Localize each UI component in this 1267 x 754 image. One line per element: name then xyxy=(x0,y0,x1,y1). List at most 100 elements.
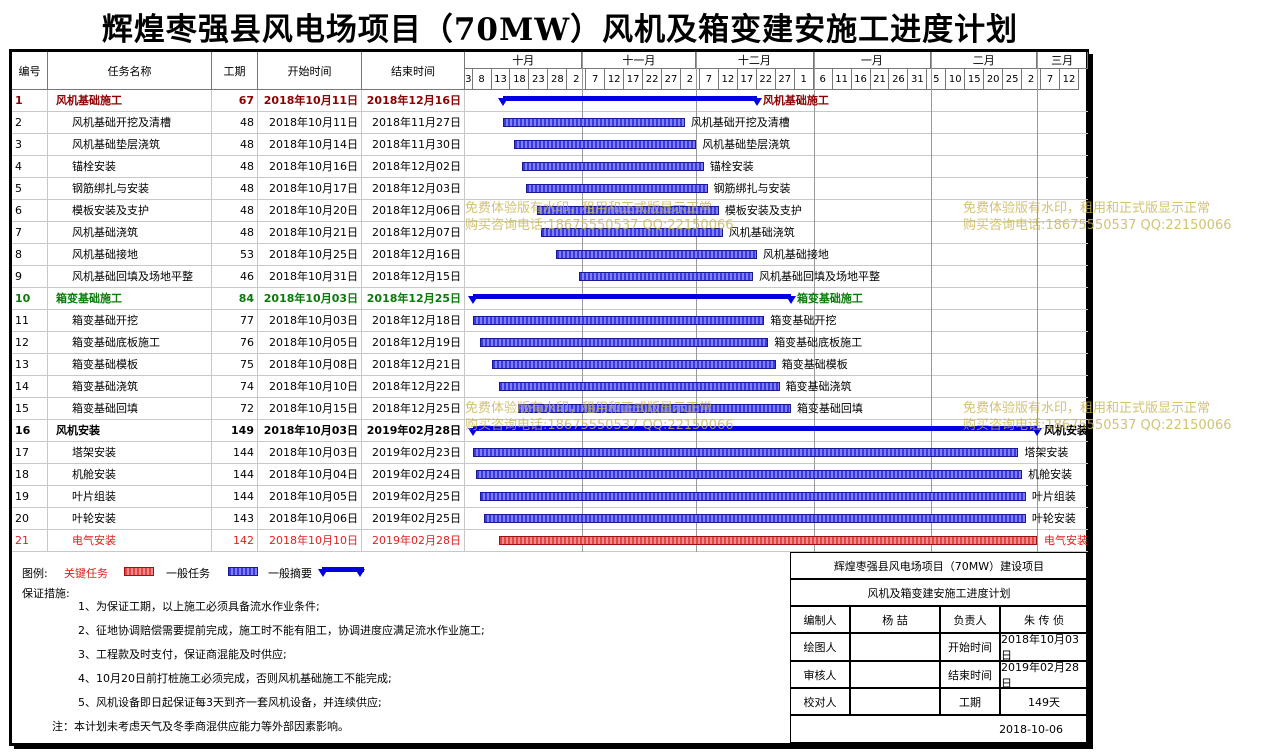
notes-heading: 保证措施: xyxy=(22,587,70,600)
task-bar[interactable] xyxy=(521,162,704,171)
bar-label: 风机基础施工 xyxy=(762,94,829,107)
table-row[interactable]: 3 风机基础垫层浇筑 48 2018年10月14日 2018年11月30日 xyxy=(12,134,1088,156)
cell-end: 2019年02月28日 xyxy=(362,420,465,441)
day-tick-9: 17 xyxy=(624,69,644,90)
summary-bar xyxy=(472,294,791,299)
cell-end: 2018年12月15日 xyxy=(362,266,465,287)
cell-id: 1 xyxy=(12,90,48,111)
table-row[interactable]: 15 箱变基础回填 72 2018年10月15日 2018年12月25日 xyxy=(12,398,1088,420)
cell-name: 风机基础接地 xyxy=(48,244,212,265)
cell-end: 2018年12月18日 xyxy=(362,310,465,331)
cell-duration: 67 xyxy=(212,90,258,111)
table-row[interactable]: 10 箱变基础施工 84 2018年10月03日 2018年12月25日 xyxy=(12,288,1088,310)
table-row[interactable]: 6 模板安装及支护 48 2018年10月20日 2018年12月06日 xyxy=(12,200,1088,222)
task-bar[interactable] xyxy=(483,514,1026,523)
day-tick-25: 5 xyxy=(927,69,947,90)
table-row[interactable]: 13 箱变基础模板 75 2018年10月08日 2018年12月21日 xyxy=(12,354,1088,376)
bar-label: 叶片组装 xyxy=(1031,490,1076,503)
cell-start: 2018年10月25日 xyxy=(258,244,362,265)
summary-end-marker xyxy=(1032,428,1043,436)
task-bar[interactable] xyxy=(502,118,685,127)
task-bar[interactable] xyxy=(525,184,708,193)
day-tick-24: 31 xyxy=(908,69,928,90)
summary-end-marker xyxy=(751,98,762,106)
table-row[interactable]: 20 叶轮安装 143 2018年10月06日 2019年02月25日 xyxy=(12,508,1088,530)
cell-name: 风机基础浇筑 xyxy=(48,222,212,243)
table-row[interactable]: 1 风机基础施工 67 2018年10月11日 2018年12月16日 xyxy=(12,90,1088,112)
bar-label: 箱变基础模板 xyxy=(781,358,848,371)
table-row[interactable]: 17 塔架安装 144 2018年10月03日 2019年02月23日 xyxy=(12,442,1088,464)
day-tick-7: 7 xyxy=(586,69,606,90)
table-row[interactable]: 16 风机安装 149 2018年10月03日 2019年02月28日 xyxy=(12,420,1088,442)
table-row[interactable]: 18 机舱安装 144 2018年10月04日 2019年02月24日 xyxy=(12,464,1088,486)
task-bar[interactable] xyxy=(472,316,765,325)
table-row[interactable]: 11 箱变基础开挖 77 2018年10月03日 2018年12月18日 xyxy=(12,310,1088,332)
bar-label: 钢筋绑扎与安装 xyxy=(713,182,791,195)
cell-start: 2018年10月21日 xyxy=(258,222,362,243)
cell-start: 2018年10月10日 xyxy=(258,376,362,397)
tb-start: 2018年10月03日 xyxy=(1000,633,1088,662)
cell-end: 2019年02月23日 xyxy=(362,442,465,463)
cell-name: 钢筋绑扎与安装 xyxy=(48,178,212,199)
task-bar[interactable] xyxy=(472,448,1019,457)
bar-label: 箱变基础开挖 xyxy=(770,314,837,327)
cell-end: 2018年12月19日 xyxy=(362,332,465,353)
cell-duration: 149 xyxy=(212,420,258,441)
task-bar[interactable] xyxy=(476,470,1023,479)
tb-drawer xyxy=(850,633,940,661)
table-row[interactable]: 7 风机基础浇筑 48 2018年10月21日 2018年12月07日 xyxy=(12,222,1088,244)
tb-drawer-label: 绘图人 xyxy=(790,633,850,661)
cell-id: 18 xyxy=(12,464,48,485)
table-row[interactable]: 2 风机基础开挖及清槽 48 2018年10月11日 2018年11月27日 xyxy=(12,112,1088,134)
bar-label: 风机基础垫层浇筑 xyxy=(702,138,791,151)
cell-end: 2018年12月06日 xyxy=(362,200,465,221)
notes-footer: 注：本计划未考虑天气及冬季商混供应能力等外部因素影响。 xyxy=(52,720,349,733)
cell-end: 2018年12月02日 xyxy=(362,156,465,177)
tb-checker-label: 校对人 xyxy=(790,688,850,715)
task-bar[interactable] xyxy=(540,228,723,237)
table-row[interactable]: 14 箱变基础浇筑 74 2018年10月10日 2018年12月22日 xyxy=(12,376,1088,398)
cell-start: 2018年10月15日 xyxy=(258,398,362,419)
table-row[interactable]: 12 箱变基础底板施工 76 2018年10月05日 2018年12月19日 xyxy=(12,332,1088,354)
month-2: 十二月 xyxy=(696,52,814,69)
tb-duration: 149天 xyxy=(1000,688,1088,715)
task-bar[interactable] xyxy=(491,360,776,369)
table-row[interactable]: 21 电气安装 142 2018年10月10日 2019年02月28日 xyxy=(12,530,1088,552)
bar-label: 风机基础浇筑 xyxy=(728,226,795,239)
tb-reviewer-label: 审核人 xyxy=(790,661,850,688)
table-row[interactable]: 5 钢筋绑扎与安装 48 2018年10月17日 2018年12月03日 xyxy=(12,178,1088,200)
cell-end: 2019年02月24日 xyxy=(362,464,465,485)
bar-label: 模板安装及支护 xyxy=(724,204,802,217)
cell-duration: 75 xyxy=(212,354,258,375)
table-row[interactable]: 19 叶片组装 144 2018年10月05日 2019年02月25日 xyxy=(12,486,1088,508)
watermark-1: 免费体验版有水印，租用和正式版显示正常 购买咨询电话:18675550537 QQ… xyxy=(465,201,734,233)
cell-name: 箱变基础施工 xyxy=(48,288,212,309)
header-end: 结束时间 xyxy=(362,52,465,90)
summary-bar xyxy=(472,426,1038,431)
tb-duration-label: 工期 xyxy=(940,688,1000,715)
day-tick-15: 17 xyxy=(737,69,757,90)
table-row[interactable]: 4 锚栓安装 48 2018年10月16日 2018年12月02日 xyxy=(12,156,1088,178)
cell-duration: 76 xyxy=(212,332,258,353)
task-bar[interactable] xyxy=(480,492,1026,501)
task-bar[interactable] xyxy=(514,140,697,149)
task-bar[interactable] xyxy=(555,250,757,259)
task-bar[interactable] xyxy=(578,272,754,281)
task-bar[interactable] xyxy=(518,404,791,413)
critical-task-bar[interactable] xyxy=(499,536,1038,545)
task-bar[interactable] xyxy=(480,338,769,347)
month-1: 十一月 xyxy=(582,52,697,69)
table-row[interactable]: 8 风机基础接地 53 2018年10月25日 2018年12月16日 xyxy=(12,244,1088,266)
watermark-4: 免费体验版有水印，租用和正式版显示正常 购买咨询电话:18675550537 QQ… xyxy=(963,401,1232,433)
legend-summary-swatch xyxy=(322,567,364,572)
header-id: 编号 xyxy=(12,52,48,90)
task-bar[interactable] xyxy=(537,206,719,215)
bar-label: 风机安装 xyxy=(1044,424,1088,437)
cell-name: 箱变基础回填 xyxy=(48,398,212,419)
bar-label: 锚栓安装 xyxy=(709,160,754,173)
cell-name: 叶片组装 xyxy=(48,486,212,507)
cell-id: 7 xyxy=(12,222,48,243)
table-row[interactable]: 9 风机基础回填及场地平整 46 2018年10月31日 2018年12月15日 xyxy=(12,266,1088,288)
header-start: 开始时间 xyxy=(258,52,362,90)
task-bar[interactable] xyxy=(499,382,780,391)
